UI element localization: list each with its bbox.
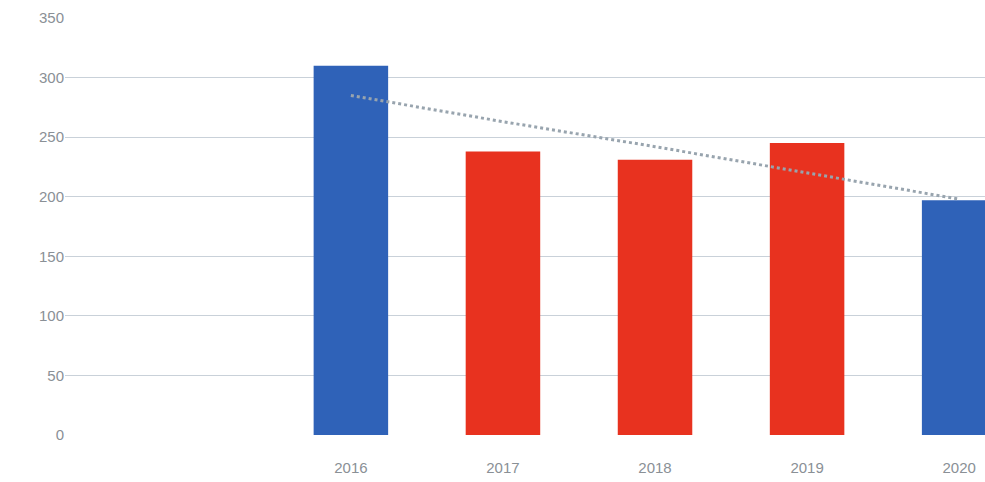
svg-text:0: 0 (56, 426, 64, 443)
svg-text:150: 150 (39, 248, 64, 265)
svg-text:2020: 2020 (942, 459, 975, 476)
svg-text:2017: 2017 (486, 459, 519, 476)
svg-text:50: 50 (47, 367, 64, 384)
svg-text:2019: 2019 (790, 459, 823, 476)
svg-text:2016: 2016 (334, 459, 367, 476)
svg-text:200: 200 (39, 188, 64, 205)
svg-text:350: 350 (39, 9, 64, 26)
svg-text:2018: 2018 (638, 459, 671, 476)
svg-text:250: 250 (39, 128, 64, 145)
svg-text:100: 100 (39, 307, 64, 324)
svg-text:300: 300 (39, 69, 64, 86)
